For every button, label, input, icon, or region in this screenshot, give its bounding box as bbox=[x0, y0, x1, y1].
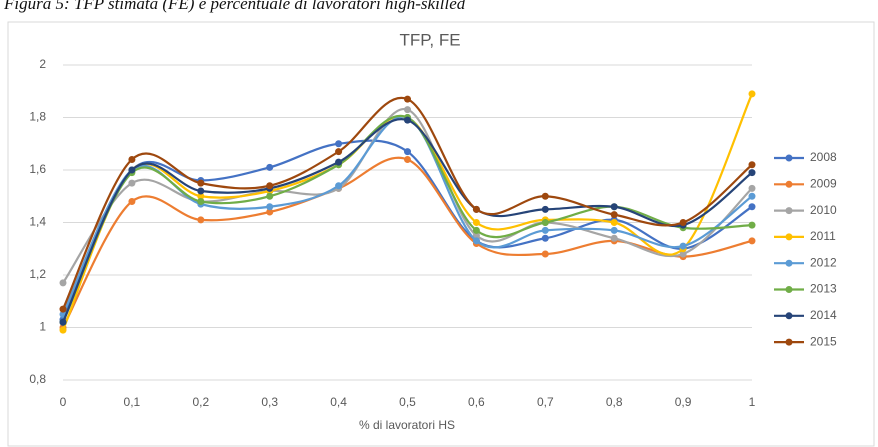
y-tick-label: 1,8 bbox=[29, 110, 46, 124]
data-point bbox=[59, 305, 67, 313]
legend-marker bbox=[785, 180, 793, 188]
data-point bbox=[541, 250, 549, 258]
data-point bbox=[266, 163, 274, 171]
x-tick-label: 0,4 bbox=[330, 395, 347, 409]
data-point bbox=[335, 140, 343, 148]
data-point bbox=[128, 198, 136, 205]
data-point bbox=[472, 219, 480, 226]
x-tick-label: 0,9 bbox=[675, 395, 692, 409]
data-point bbox=[541, 226, 549, 234]
data-point bbox=[610, 219, 618, 226]
data-point bbox=[610, 203, 618, 211]
data-point bbox=[197, 216, 205, 224]
data-point bbox=[266, 203, 274, 211]
data-point bbox=[472, 226, 480, 234]
chart-frame bbox=[7, 21, 875, 447]
data-point bbox=[404, 95, 411, 103]
legend-label: 2015 bbox=[810, 334, 837, 348]
data-point bbox=[541, 234, 549, 242]
y-tick-label: 2 bbox=[39, 57, 46, 71]
data-point bbox=[266, 192, 274, 200]
legend-label: 2008 bbox=[810, 150, 837, 164]
y-tick-label: 1,4 bbox=[29, 215, 46, 229]
data-point bbox=[59, 318, 67, 326]
x-tick-label: 1 bbox=[749, 395, 756, 409]
data-point bbox=[404, 148, 411, 156]
legend-marker bbox=[785, 233, 793, 241]
y-tick-label: 1,2 bbox=[29, 267, 46, 281]
x-tick-label: 0,1 bbox=[124, 395, 141, 409]
data-point bbox=[404, 106, 411, 114]
data-point bbox=[197, 192, 205, 200]
data-point bbox=[679, 219, 687, 226]
x-axis-label: % di lavoratori HS bbox=[359, 418, 455, 432]
data-point bbox=[128, 156, 136, 163]
data-point bbox=[404, 156, 411, 163]
x-tick-label: 0,6 bbox=[468, 395, 485, 409]
x-tick-label: 0,8 bbox=[606, 395, 623, 409]
y-tick-label: 0,8 bbox=[29, 372, 46, 386]
data-point bbox=[541, 192, 549, 200]
data-point bbox=[541, 219, 549, 226]
legend-marker bbox=[785, 338, 793, 346]
data-point bbox=[610, 234, 618, 242]
data-point bbox=[748, 203, 756, 211]
data-point bbox=[610, 226, 618, 234]
data-point bbox=[128, 179, 136, 187]
legend-label: 2010 bbox=[810, 203, 837, 217]
legend-marker bbox=[785, 286, 793, 293]
y-tick-label: 1,6 bbox=[29, 162, 46, 176]
data-point bbox=[472, 232, 480, 240]
y-tick-label: 1 bbox=[39, 320, 46, 334]
data-point bbox=[266, 182, 274, 190]
data-point bbox=[748, 237, 756, 245]
data-point bbox=[197, 187, 205, 195]
legend-marker bbox=[785, 259, 793, 267]
data-point bbox=[748, 161, 756, 169]
series-line bbox=[61, 117, 753, 323]
x-tick-label: 0,5 bbox=[399, 395, 416, 409]
data-point bbox=[266, 208, 274, 216]
data-point bbox=[472, 205, 480, 213]
data-point bbox=[335, 182, 343, 190]
data-point bbox=[610, 211, 618, 219]
data-point bbox=[541, 205, 549, 213]
data-point bbox=[748, 192, 756, 200]
data-point bbox=[748, 221, 756, 229]
x-tick-label: 0,2 bbox=[192, 395, 209, 409]
data-point bbox=[59, 279, 67, 287]
figure-caption: Figura 5: TFP stimata (FE) e percentuale… bbox=[4, 0, 466, 13]
x-tick-label: 0,7 bbox=[537, 395, 554, 409]
data-point bbox=[679, 242, 687, 250]
legend-label: 2013 bbox=[810, 282, 837, 296]
data-point bbox=[197, 198, 205, 205]
data-point bbox=[404, 116, 411, 124]
legend-label: 2012 bbox=[810, 255, 837, 269]
legend-marker bbox=[785, 312, 793, 320]
legend-label: 2009 bbox=[810, 176, 837, 190]
legend-label: 2014 bbox=[810, 308, 837, 322]
data-point bbox=[748, 90, 756, 98]
data-point bbox=[472, 237, 480, 245]
legend-marker bbox=[785, 154, 793, 162]
data-point bbox=[128, 166, 136, 174]
data-point bbox=[335, 158, 343, 166]
legend-marker bbox=[785, 207, 793, 215]
data-point bbox=[748, 169, 756, 177]
data-point bbox=[59, 326, 67, 334]
legend-label: 2011 bbox=[810, 229, 836, 243]
data-point bbox=[679, 250, 687, 258]
data-point bbox=[197, 179, 205, 187]
data-point bbox=[748, 184, 756, 192]
x-tick-label: 0 bbox=[60, 395, 67, 409]
x-tick-label: 0,3 bbox=[261, 395, 278, 409]
chart-title: TFP, FE bbox=[399, 30, 460, 49]
data-point bbox=[335, 148, 343, 156]
